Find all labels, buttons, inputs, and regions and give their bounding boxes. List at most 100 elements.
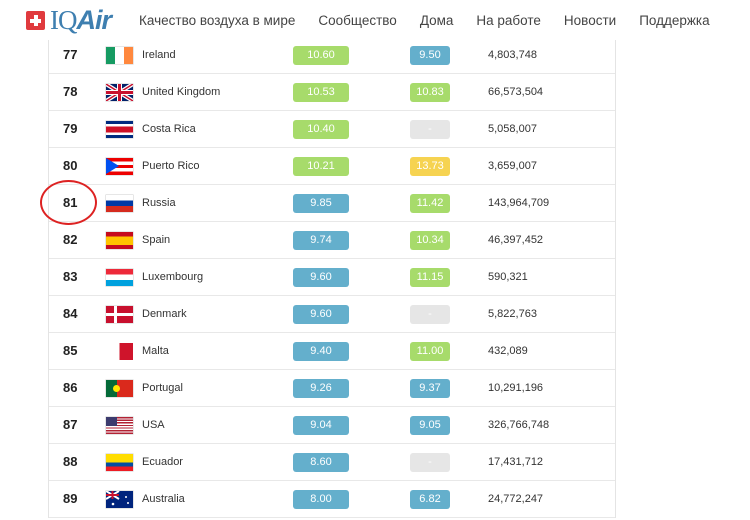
nav-item[interactable]: На работе bbox=[476, 12, 541, 28]
aqi-2017-badge: 10.83 bbox=[410, 83, 450, 102]
aqi-2017-badge: 9.37 bbox=[410, 379, 450, 398]
population: 10,291,196 bbox=[488, 382, 544, 394]
aqi-2017-badge: - bbox=[410, 120, 450, 139]
iqair-logo[interactable]: IQAir bbox=[26, 4, 113, 36]
country-name[interactable]: United Kingdom bbox=[142, 86, 221, 98]
flag-mt-icon bbox=[106, 343, 133, 360]
table-row[interactable]: 77 Ireland 10.60 9.50 4,803,748 bbox=[49, 37, 615, 74]
aqi-2018-badge: 10.40 bbox=[293, 120, 349, 139]
table-row[interactable]: 87 USA 9.04 9.05 326,766,748 bbox=[49, 407, 615, 444]
table-row[interactable]: 89 Australia 8.00 6.82 24,772,247 bbox=[49, 481, 615, 518]
country-name[interactable]: Costa Rica bbox=[142, 123, 196, 135]
aqi-2018-badge: 9.60 bbox=[293, 268, 349, 287]
table-row[interactable]: 88 Ecuador 8.60 - 17,431,712 bbox=[49, 444, 615, 481]
flag-dk-icon bbox=[106, 306, 133, 323]
flag-es-icon bbox=[106, 232, 133, 249]
rank: 88 bbox=[63, 454, 78, 469]
rank: 89 bbox=[63, 491, 78, 506]
flag-ec-icon bbox=[106, 454, 133, 471]
country-name[interactable]: Australia bbox=[142, 493, 185, 505]
flag-lu-icon bbox=[106, 269, 133, 286]
population: 590,321 bbox=[488, 271, 528, 283]
nav-item[interactable]: Дома bbox=[419, 12, 454, 28]
aqi-2018-badge: 9.85 bbox=[293, 194, 349, 213]
nav-item[interactable]: Сообщество bbox=[318, 12, 397, 28]
aqi-2017-badge: 10.34 bbox=[410, 231, 450, 250]
population: 3,659,007 bbox=[488, 160, 537, 172]
aqi-2018-badge: 9.60 bbox=[293, 305, 349, 324]
country-name[interactable]: Russia bbox=[142, 197, 176, 209]
population: 432,089 bbox=[488, 345, 528, 357]
population: 5,822,763 bbox=[488, 308, 537, 320]
nav-item[interactable]: Поддержка bbox=[639, 12, 710, 28]
table-row[interactable]: 83 Luxembourg 9.60 11.15 590,321 bbox=[49, 259, 615, 296]
flag-ie-icon bbox=[106, 47, 133, 64]
rank: 83 bbox=[63, 269, 78, 284]
aqi-2017-badge: 9.50 bbox=[410, 46, 450, 65]
brand-iq: IQ bbox=[50, 4, 77, 35]
rank: 87 bbox=[63, 417, 78, 432]
rank: 79 bbox=[63, 121, 78, 136]
nav-item[interactable]: Новости bbox=[563, 12, 617, 28]
aqi-2018-badge: 10.60 bbox=[293, 46, 349, 65]
table-row[interactable]: 81 Russia 9.85 11.42 143,964,709 bbox=[49, 185, 615, 222]
brand-name: IQAir bbox=[50, 4, 113, 36]
rank: 86 bbox=[63, 380, 78, 395]
flag-cr-icon bbox=[106, 121, 133, 138]
aqi-2017-badge: 11.42 bbox=[410, 194, 450, 213]
table-row[interactable]: 78 United Kingdom 10.53 10.83 66,573,504 bbox=[49, 74, 615, 111]
population: 17,431,712 bbox=[488, 456, 544, 468]
population: 66,573,504 bbox=[488, 86, 544, 98]
brand-air: Air bbox=[76, 4, 113, 35]
aqi-2018-badge: 9.04 bbox=[293, 416, 349, 435]
rank: 85 bbox=[63, 343, 78, 358]
population: 143,964,709 bbox=[488, 197, 550, 209]
table-row[interactable]: 80 Puerto Rico 10.21 13.73 3,659,007 bbox=[49, 148, 615, 185]
country-name[interactable]: Ireland bbox=[142, 49, 176, 61]
aqi-2018-badge: 8.00 bbox=[293, 490, 349, 509]
aqi-2018-badge: 9.26 bbox=[293, 379, 349, 398]
country-name[interactable]: Puerto Rico bbox=[142, 160, 200, 172]
population: 4,803,748 bbox=[488, 49, 537, 61]
table-row[interactable]: 84 Denmark 9.60 - 5,822,763 bbox=[49, 296, 615, 333]
aqi-2017-badge: - bbox=[410, 305, 450, 324]
country-name[interactable]: Denmark bbox=[142, 308, 187, 320]
flag-pr-icon bbox=[106, 158, 133, 175]
nav-item[interactable]: Качество воздуха в мире bbox=[139, 12, 296, 28]
flag-pt-icon bbox=[106, 380, 133, 397]
aqi-2018-badge: 8.60 bbox=[293, 453, 349, 472]
population: 24,772,247 bbox=[488, 493, 544, 505]
swiss-flag-icon bbox=[26, 10, 45, 30]
aqi-2017-badge: 9.05 bbox=[410, 416, 450, 435]
aqi-2017-badge: 6.82 bbox=[410, 490, 450, 509]
flag-ru-icon bbox=[106, 195, 133, 212]
aqi-2018-badge: 9.74 bbox=[293, 231, 349, 250]
rank: 82 bbox=[63, 232, 78, 247]
country-name[interactable]: Luxembourg bbox=[142, 271, 204, 283]
table-row[interactable]: 85 Malta 9.40 11.00 432,089 bbox=[49, 333, 615, 370]
country-name[interactable]: Spain bbox=[142, 234, 171, 246]
rank: 77 bbox=[63, 47, 78, 62]
aqi-2018-badge: 10.21 bbox=[293, 157, 349, 176]
aqi-2017-badge: - bbox=[410, 453, 450, 472]
flag-us-icon bbox=[106, 417, 133, 434]
flag-gb-icon bbox=[106, 84, 133, 101]
population: 326,766,748 bbox=[488, 419, 550, 431]
table-row[interactable]: 86 Portugal 9.26 9.37 10,291,196 bbox=[49, 370, 615, 407]
country-name[interactable]: Ecuador bbox=[142, 456, 183, 468]
main-nav: Качество воздуха в мире Сообщество Дома На … bbox=[139, 13, 733, 28]
population: 5,058,007 bbox=[488, 123, 537, 135]
country-name[interactable]: Portugal bbox=[142, 382, 183, 394]
table-row[interactable]: 79 Costa Rica 10.40 - 5,058,007 bbox=[49, 111, 615, 148]
table-row[interactable]: 82 Spain 9.74 10.34 46,397,452 bbox=[49, 222, 615, 259]
rank: 80 bbox=[63, 158, 78, 173]
flag-au-icon bbox=[106, 491, 133, 508]
population: 46,397,452 bbox=[488, 234, 544, 246]
country-name[interactable]: Malta bbox=[142, 345, 169, 357]
aqi-2018-badge: 10.53 bbox=[293, 83, 349, 102]
aqi-2018-badge: 9.40 bbox=[293, 342, 349, 361]
country-name[interactable]: USA bbox=[142, 419, 165, 431]
aqi-2017-badge: 11.00 bbox=[410, 342, 450, 361]
aqi-2017-badge: 11.15 bbox=[410, 268, 450, 287]
rank: 78 bbox=[63, 84, 78, 99]
